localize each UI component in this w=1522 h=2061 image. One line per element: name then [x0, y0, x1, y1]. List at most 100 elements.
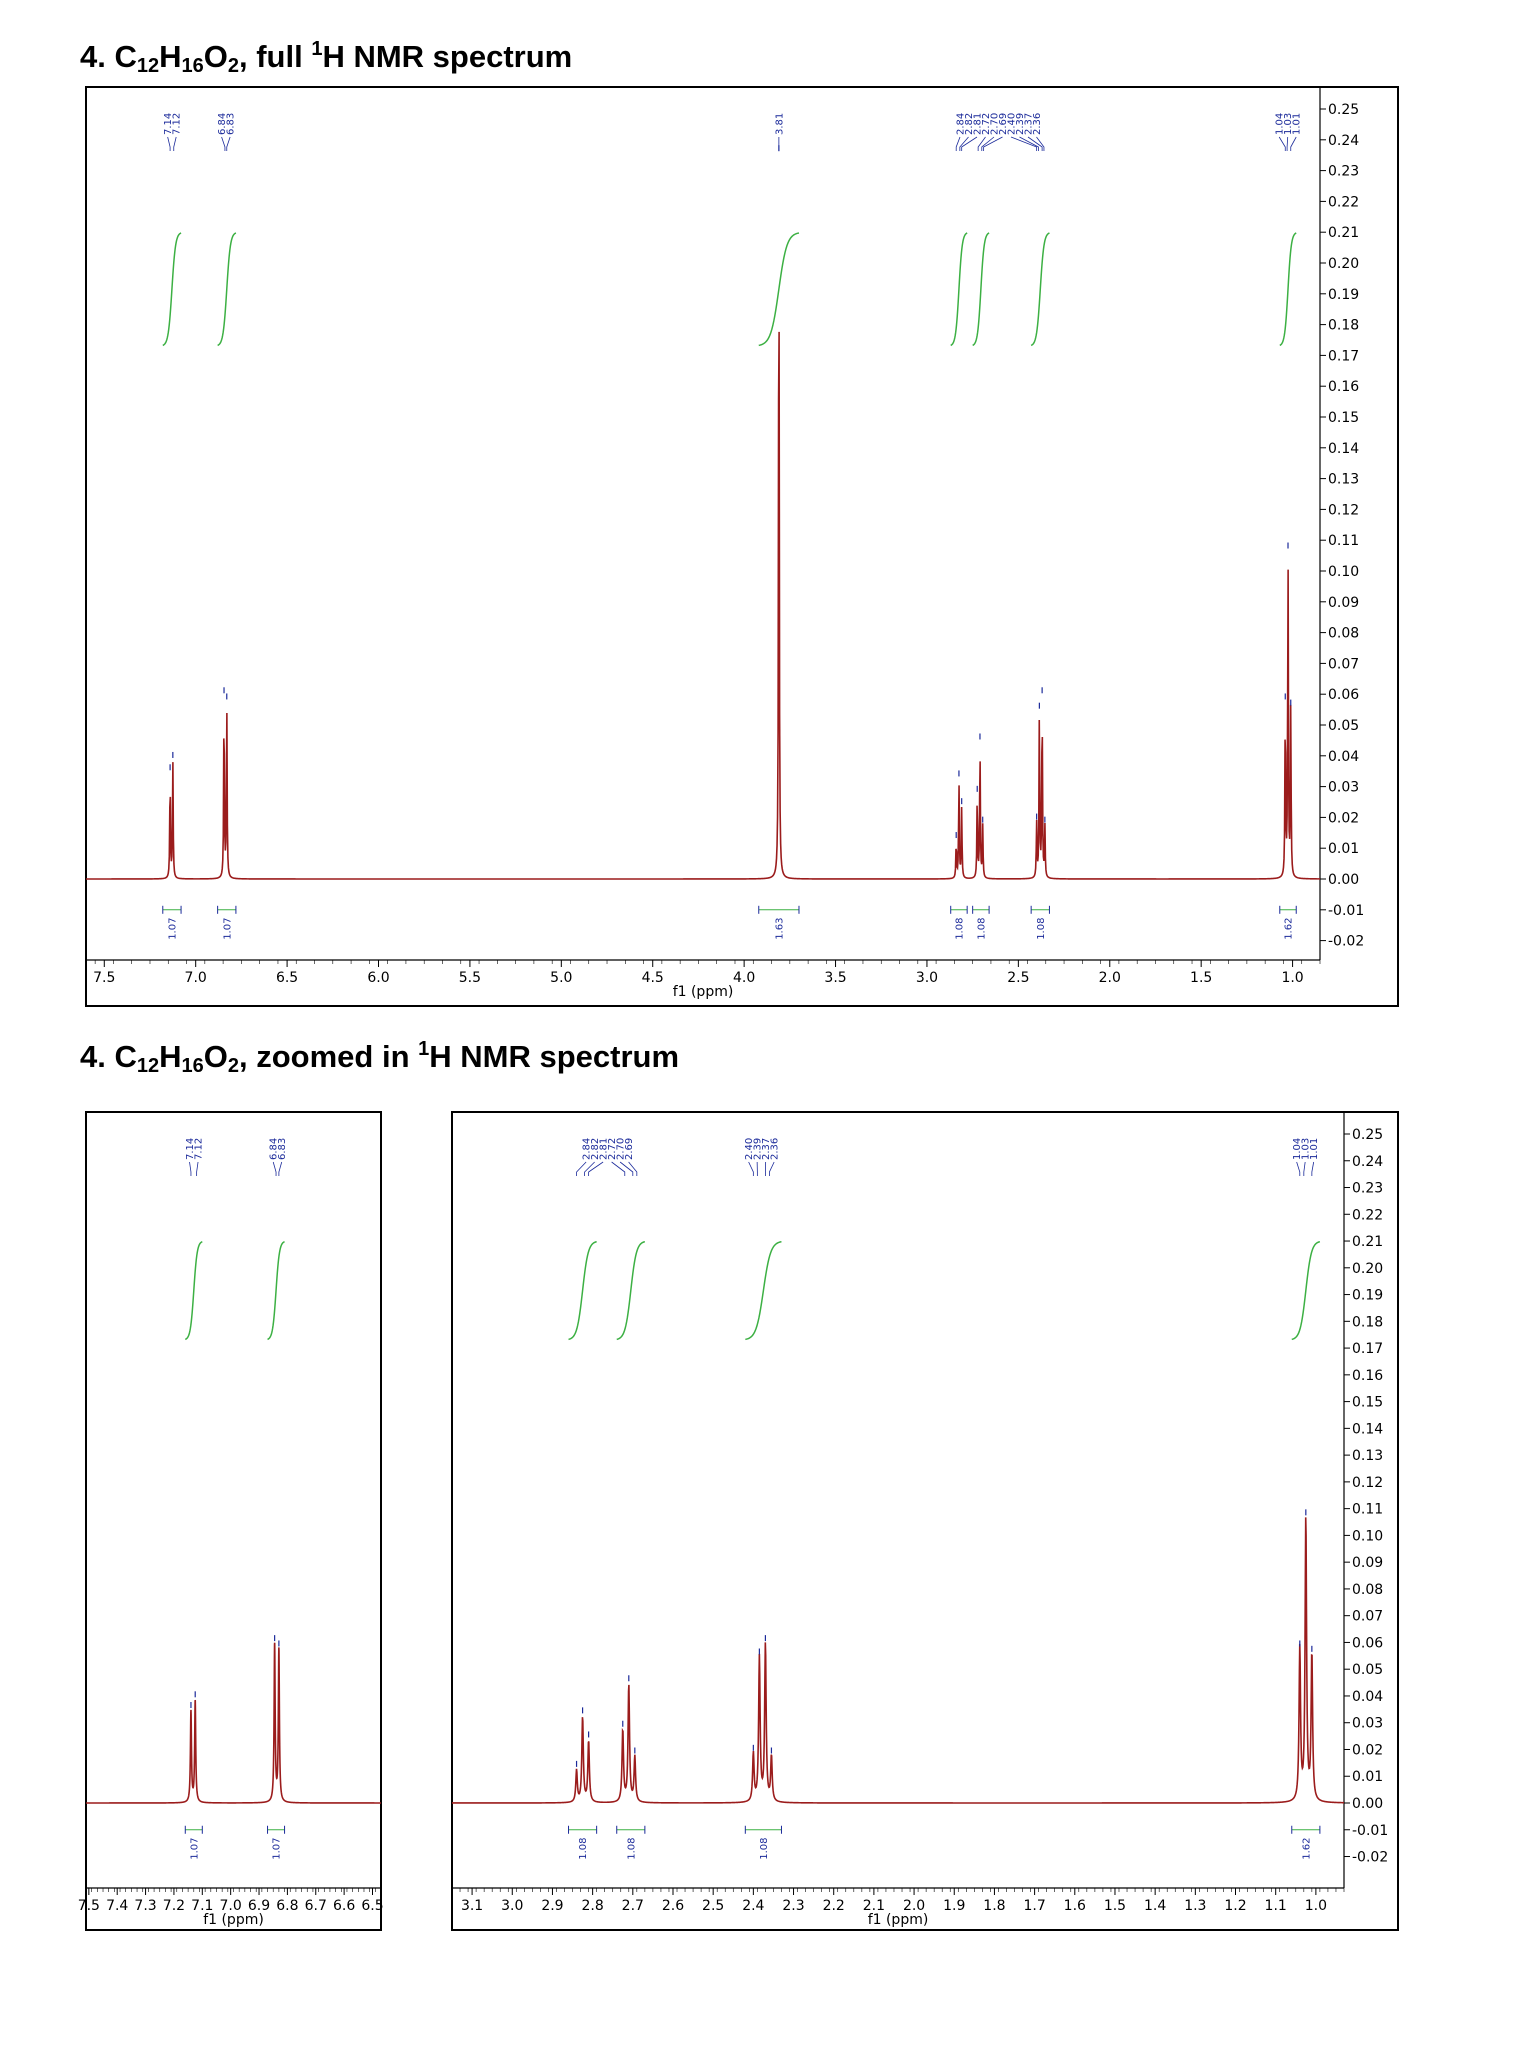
peak-label-leader	[173, 136, 177, 151]
title-text: H NMR spectrum	[322, 39, 573, 74]
peak-shift-label: 7.12	[172, 113, 183, 135]
y-tick-label: 0.21	[1328, 225, 1359, 241]
integral-curve	[972, 232, 990, 347]
title-superscript: 1	[311, 38, 323, 60]
x-tick-label: 1.4	[1144, 1898, 1166, 1914]
y-tick-label: 0.04	[1352, 1689, 1383, 1705]
title-text: H	[159, 1039, 182, 1074]
x-tick-label: 1.5	[1190, 970, 1212, 986]
chart-frame	[85, 1111, 382, 1931]
y-tick-label: 0.17	[1328, 348, 1359, 364]
title-text: H	[159, 39, 182, 74]
peak-label-leader	[769, 1161, 775, 1176]
peak-label-leader	[588, 1161, 604, 1176]
peak-shift-label: 1.01	[1309, 1138, 1320, 1160]
y-tick-label: 0.20	[1328, 256, 1359, 272]
integral-curve	[950, 232, 968, 347]
y-tick-label: 0.05	[1352, 1662, 1383, 1678]
peak-shift-label: 3.81	[774, 113, 785, 135]
integral-curve	[745, 1240, 782, 1341]
x-tick-label: 6.5	[276, 970, 298, 986]
spectrum-line	[452, 1517, 1344, 1804]
x-tick-label: 4.0	[733, 970, 755, 986]
y-tick-label: 0.23	[1328, 164, 1359, 180]
x-tick-label: 2.2	[823, 1898, 845, 1914]
y-tick-label: 0.15	[1328, 410, 1359, 426]
peak-label-leader	[748, 1161, 754, 1176]
x-tick-label: 1.8	[983, 1898, 1005, 1914]
integral-curve	[162, 232, 182, 347]
integral-value: 1.08	[976, 918, 987, 940]
peak-label-leader	[226, 136, 231, 151]
x-tick-label: 4.5	[642, 970, 664, 986]
peak-label-leader	[189, 1161, 192, 1176]
spectrum-line	[86, 331, 1320, 880]
y-tick-label: 0.06	[1328, 687, 1359, 703]
y-tick-label: 0.12	[1352, 1475, 1383, 1491]
peak-shift-label: 2.39	[753, 1138, 764, 1160]
peak-label-leader	[272, 1161, 277, 1176]
y-tick-label: 0.00	[1352, 1796, 1383, 1812]
y-tick-label: 0.19	[1352, 1288, 1383, 1304]
x-tick-label: 1.0	[1281, 970, 1303, 986]
peak-shift-label: 1.04	[1292, 1138, 1303, 1160]
peak-shift-label: 2.40	[744, 1138, 755, 1160]
y-tick-label: 0.00	[1328, 872, 1359, 888]
integral-curve	[217, 232, 237, 347]
peak-label-leader	[584, 1161, 595, 1176]
y-tick-label: 0.22	[1352, 1207, 1383, 1223]
x-tick-label: 6.5	[361, 1898, 383, 1914]
x-axis-label: f1 (ppm)	[673, 984, 734, 1000]
integral-curve	[1291, 1240, 1321, 1341]
y-tick-label: 0.24	[1328, 133, 1359, 149]
peak-shift-label: 1.04	[1275, 113, 1286, 135]
title-superscript: 1	[418, 1038, 430, 1060]
integral-curve	[1030, 232, 1050, 347]
x-tick-label: 6.8	[276, 1898, 298, 1914]
title-text: H NMR spectrum	[429, 1039, 680, 1074]
peak-label-leader	[221, 136, 226, 151]
x-tick-label: 2.6	[662, 1898, 684, 1914]
y-tick-label: 0.01	[1328, 841, 1359, 857]
peak-shift-label: 1.03	[1283, 113, 1294, 135]
y-tick-label: 0.09	[1352, 1555, 1383, 1571]
peak-label-leader	[278, 1161, 283, 1176]
x-tick-label: 2.9	[541, 1898, 563, 1914]
y-tick-label: 0.13	[1328, 472, 1359, 488]
integral-value: 1.62	[1284, 918, 1295, 940]
x-tick-label: 2.1	[863, 1898, 885, 1914]
peak-label-leader	[611, 1161, 626, 1176]
y-tick-label: 0.05	[1328, 718, 1359, 734]
integral-value: 1.08	[1036, 918, 1047, 940]
x-tick-label: 1.5	[1104, 1898, 1126, 1914]
x-tick-label: 3.0	[916, 970, 938, 986]
chart-panel-zoom_aromatic: 7.5 7.4 7.3 7.2 7.1 7.0 6.9 6.8 6.7 6.6 6.5 f1 (ppm…	[78, 1111, 384, 1931]
title-text: , zoomed in	[239, 1039, 419, 1074]
peak-label-leader	[1036, 136, 1045, 151]
x-tick-label: 5.5	[459, 970, 481, 986]
peak-label-leader	[1303, 1161, 1306, 1176]
chart-frame	[451, 1111, 1399, 1931]
peak-shift-label: 7.14	[185, 1138, 196, 1160]
title-text: 4. C	[80, 1039, 137, 1074]
peak-shift-label: 2.72	[607, 1138, 618, 1160]
title-subscript: 12	[136, 1055, 160, 1077]
peak-label-leader	[959, 136, 969, 151]
title-subscript: 2	[227, 55, 239, 77]
y-tick-label: -0.02	[1328, 934, 1364, 950]
y-tick-label: 0.01	[1352, 1769, 1383, 1785]
x-tick-label: 2.0	[903, 1898, 925, 1914]
peak-label-leader	[961, 136, 978, 151]
y-tick-label: 0.18	[1328, 318, 1359, 334]
peak-shift-label: 2.39	[1015, 113, 1026, 135]
y-tick-label: 0.25	[1352, 1127, 1383, 1143]
peak-shift-label: 2.84	[582, 1138, 593, 1160]
peak-label-leader	[1027, 136, 1043, 151]
x-tick-label: 7.5	[93, 970, 115, 986]
x-tick-label: 1.1	[1265, 1898, 1287, 1914]
x-tick-label: 1.3	[1184, 1898, 1206, 1914]
peak-shift-label: 2.81	[599, 1138, 610, 1160]
x-tick-label: 6.9	[248, 1898, 270, 1914]
x-tick-label: 6.7	[305, 1898, 327, 1914]
